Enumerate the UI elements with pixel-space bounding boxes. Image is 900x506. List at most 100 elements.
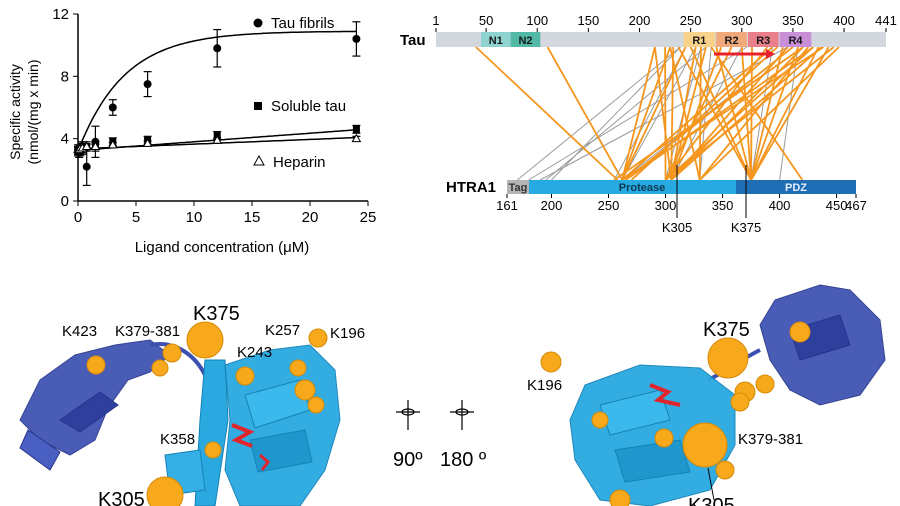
tau-tick-label: 200 — [629, 13, 651, 28]
htra1-tag-label: Tag — [509, 182, 528, 194]
tau-domain-label: R4 — [788, 35, 803, 47]
label-k358-left: K358 — [160, 431, 195, 448]
crosslink-orange — [664, 46, 769, 181]
k305-sphere-right — [682, 422, 728, 468]
htra1-tick-label: 300 — [655, 198, 677, 213]
htra1-tick-label: 400 — [769, 198, 791, 213]
rotation-180-label: 180 º — [440, 449, 487, 471]
k375-label: K375 — [731, 220, 761, 235]
chart-x-label: Ligand concentration (μM) — [135, 239, 310, 256]
label-k379-381-right: K379-381 — [738, 431, 803, 448]
x-tick-label: 15 — [244, 209, 261, 226]
tau-tick-label: 1 — [432, 13, 439, 28]
point-soluble-tau — [352, 125, 360, 133]
crosslink-orange — [699, 46, 840, 181]
htra1-pdz-domain — [736, 180, 856, 194]
lys-sphere-right-f — [609, 489, 631, 506]
label-k257-left: K257 — [265, 322, 300, 339]
k381-sphere-left — [151, 359, 169, 377]
k423-sphere-left — [86, 355, 106, 375]
protease-domain-ribbon-right — [569, 364, 736, 506]
lys-sphere-right-a — [730, 392, 750, 412]
label-k243-left: K243 — [237, 344, 272, 361]
chart-y-label-line2: (nmol/(mg x min) — [25, 59, 41, 164]
label-k379-381-left: K379-381 — [115, 323, 180, 340]
tau-domain-label: R3 — [756, 35, 770, 47]
htra1-tick-label: 450 — [826, 198, 848, 213]
point-heparin — [81, 141, 92, 150]
crosslink-orange — [710, 46, 804, 181]
k358-sphere-left — [204, 441, 222, 459]
k196-sphere-right — [540, 351, 562, 373]
tau-domain-label: R2 — [725, 35, 739, 47]
crosslink-orange — [546, 46, 623, 181]
crosslink-orange — [750, 46, 820, 181]
crosslink-gray — [545, 46, 707, 181]
point-heparin — [90, 141, 101, 150]
point-tau-fibrils — [213, 44, 222, 53]
point-heparin — [142, 138, 153, 147]
legend-marker-heparin — [253, 154, 265, 166]
linker-ribbon-left — [149, 342, 207, 376]
legend-marker-tau-fibrils — [253, 18, 263, 28]
y-tick-label: 0 — [61, 193, 69, 210]
htra1-protease-domain — [529, 180, 736, 194]
tau-domain-n1 — [481, 32, 511, 47]
point-heparin — [351, 133, 362, 143]
x-tick-label: 5 — [132, 209, 140, 226]
htra1-protease-label: Protease — [619, 182, 665, 194]
k305-label: K305 — [662, 220, 692, 235]
crosslink-orange — [613, 46, 804, 181]
lys-sphere-right-b — [789, 321, 811, 343]
active-site-right — [649, 383, 681, 407]
label-k375-right: K375 — [703, 319, 750, 341]
lys-sphere-left-a — [294, 379, 316, 401]
tau-repeat-arrowhead — [766, 49, 775, 59]
k305-pointer-right — [707, 467, 715, 501]
y-tick-label: 8 — [61, 68, 69, 85]
crosslink-orange — [621, 46, 825, 181]
chart-axes: 0 5 10 15 20 25 0 4 8 12 — [52, 6, 376, 226]
structure-right: K375 K196 K379-381 K305 — [527, 284, 886, 506]
active-site-left — [231, 423, 255, 448]
lys-sphere-right-e — [715, 460, 735, 480]
htra1-tag-domain — [507, 180, 529, 194]
tau-domain-r4 — [779, 32, 812, 47]
crosslink-orange — [621, 46, 687, 181]
chart-marks — [73, 18, 362, 187]
tau-label: Tau — [400, 32, 426, 49]
tau-domain-label: R1 — [692, 35, 706, 47]
htra1-tick-label: 350 — [712, 198, 734, 213]
lys-sphere-right-c — [591, 411, 609, 429]
pdz-domain-ribbon-right — [759, 284, 886, 406]
protease-domain-ribbon-left — [164, 344, 341, 506]
crosslink-map: N1 N2 R1 R2 R3 R4 Tau 1 50 100 150 200 250 300 350 40… — [400, 13, 897, 235]
point-tau-fibrils — [143, 80, 152, 89]
htra1-tick-label: 467 — [845, 198, 867, 213]
crosslink-orange — [475, 46, 619, 181]
crosslink-orange — [621, 46, 656, 181]
tau-tick-label: 441 — [875, 13, 897, 28]
htra1-tick-label: 161 — [496, 198, 518, 213]
point-heparin — [212, 135, 223, 144]
htra1-label: HTRA1 — [446, 179, 496, 196]
label-k305-right: K305 — [688, 495, 735, 506]
k196-sphere-left — [308, 328, 328, 348]
y-tick-label: 12 — [52, 6, 69, 23]
tau-domain-r1 — [683, 32, 716, 47]
label-k423-left: K423 — [62, 323, 97, 340]
x-tick-label: 20 — [302, 209, 319, 226]
crosslink-orange — [715, 46, 752, 181]
crosslink-orange — [670, 46, 697, 181]
k243-sphere-left — [235, 366, 255, 386]
lys-sphere-right-d — [654, 428, 674, 448]
legend-tau-fibrils: Tau fibrils — [271, 15, 334, 32]
active-site-left-2 — [259, 453, 271, 471]
point-tau-fibrils — [352, 34, 361, 43]
tau-ticks: 1 50 100 150 200 250 300 350 400 441 — [432, 13, 897, 32]
tau-tick-label: 250 — [680, 13, 702, 28]
crosslink-orange — [670, 46, 675, 181]
crosslink-lines — [475, 46, 840, 181]
crosslink-gray — [621, 46, 697, 181]
rotation-symbols — [396, 400, 474, 430]
